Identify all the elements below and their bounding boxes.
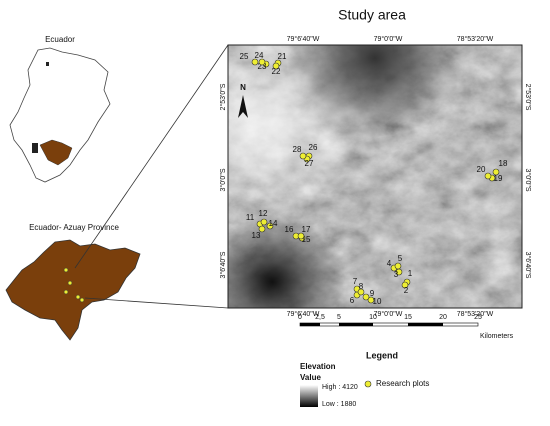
research-plot bbox=[401, 281, 409, 289]
plot-label: 4 bbox=[387, 259, 392, 268]
province-label: Ecuador- Azuay Province bbox=[29, 223, 119, 232]
title: Study area bbox=[338, 7, 406, 23]
scale-tick-label: 20 bbox=[439, 314, 447, 321]
plot-label: 26 bbox=[309, 143, 318, 152]
research-plot bbox=[357, 288, 365, 296]
coord-label: 3°0'0"S bbox=[219, 168, 227, 191]
plot-label: 9 bbox=[370, 289, 375, 298]
plot-label: 6 bbox=[350, 296, 355, 305]
coord-label: 79°0'0"W bbox=[374, 310, 403, 318]
research-plot bbox=[266, 222, 274, 230]
research-plot bbox=[394, 262, 402, 270]
scale-bar bbox=[299, 322, 479, 327]
plot-label: 27 bbox=[305, 159, 314, 168]
plot-label: 17 bbox=[302, 225, 311, 234]
azuay-small bbox=[39, 139, 73, 166]
plot-label: 20 bbox=[477, 165, 486, 174]
plot-label: 3 bbox=[394, 270, 399, 279]
plot-label: 8 bbox=[359, 282, 364, 291]
research-plot bbox=[367, 296, 375, 304]
coord-label: 2°53'0"S bbox=[524, 84, 532, 111]
legend-plots: Research plots bbox=[376, 379, 429, 388]
legend-value: Value bbox=[300, 373, 321, 382]
plot-label: 13 bbox=[252, 231, 261, 240]
legend-low: Low : 1880 bbox=[322, 401, 356, 408]
legend-plot-symbol bbox=[364, 380, 372, 388]
research-plot bbox=[258, 225, 266, 233]
plot-label: 5 bbox=[398, 254, 403, 263]
research-plot bbox=[299, 152, 307, 160]
plot-label: 23 bbox=[258, 62, 267, 71]
plot-label: 16 bbox=[285, 225, 294, 234]
research-plot bbox=[297, 232, 305, 240]
plot-label: 18 bbox=[499, 159, 508, 168]
plot-label: 12 bbox=[259, 209, 268, 218]
coord-label: 79°6'40"W bbox=[287, 35, 320, 43]
scale-tick-label: 2,5 bbox=[315, 314, 325, 321]
plot-label: 10 bbox=[373, 297, 382, 306]
island-mark bbox=[32, 143, 38, 153]
plot-label: 1 bbox=[408, 269, 413, 278]
scale-tick-label: 15 bbox=[404, 314, 412, 321]
research-plot bbox=[362, 293, 370, 301]
plot-label: 22 bbox=[272, 67, 281, 76]
research-plot bbox=[492, 168, 500, 176]
legend-elevation: Elevation bbox=[300, 362, 336, 371]
coord-label: 79°6'40"W bbox=[287, 310, 320, 318]
plot-label: 14 bbox=[269, 219, 278, 228]
scale-tick-label: 0 bbox=[298, 314, 302, 321]
plot-label: 25 bbox=[240, 52, 249, 61]
coord-label: 3°6'40"S bbox=[524, 252, 532, 279]
plot-label: 24 bbox=[255, 51, 264, 60]
elevation-map bbox=[227, 44, 523, 309]
scale-tick-label: 5 bbox=[337, 314, 341, 321]
research-plot bbox=[258, 58, 266, 66]
north-label: N bbox=[240, 83, 246, 92]
scale-tick-label: 25 bbox=[474, 314, 482, 321]
coord-label: 78°53'20"W bbox=[457, 310, 494, 318]
plot-label: 28 bbox=[293, 145, 302, 154]
plot-label: 19 bbox=[494, 174, 503, 183]
research-plot bbox=[484, 172, 492, 180]
legend-title: Legend bbox=[366, 350, 398, 360]
coord-label: 79°0'0"W bbox=[374, 35, 403, 43]
coord-label: 3°0'0"S bbox=[524, 169, 532, 192]
elevation-ramp bbox=[300, 385, 318, 407]
province-plots bbox=[63, 267, 85, 303]
marker bbox=[46, 62, 49, 66]
plot-label: 15 bbox=[302, 235, 311, 244]
coord-label: 2°53'0"S bbox=[219, 83, 227, 110]
research-plot bbox=[260, 218, 268, 226]
legend-high: High : 4120 bbox=[322, 384, 358, 391]
connector bbox=[84, 297, 229, 309]
scale-tick-label: 10 bbox=[369, 314, 377, 321]
research-plot bbox=[272, 62, 280, 70]
azuay-province bbox=[5, 239, 141, 341]
coord-label: 78°53'20"W bbox=[457, 35, 494, 43]
scale-unit: Kilometers bbox=[480, 333, 514, 340]
plot-label: 11 bbox=[246, 213, 255, 222]
plot-label: 7 bbox=[353, 277, 358, 286]
coord-label: 3°6'40"S bbox=[219, 251, 227, 278]
north-arrow: N bbox=[238, 83, 248, 118]
plot-label: 2 bbox=[404, 286, 409, 295]
country-label: Ecuador bbox=[45, 35, 75, 44]
plot-label: 21 bbox=[278, 52, 287, 61]
connector bbox=[74, 44, 229, 269]
research-plot bbox=[251, 58, 259, 66]
